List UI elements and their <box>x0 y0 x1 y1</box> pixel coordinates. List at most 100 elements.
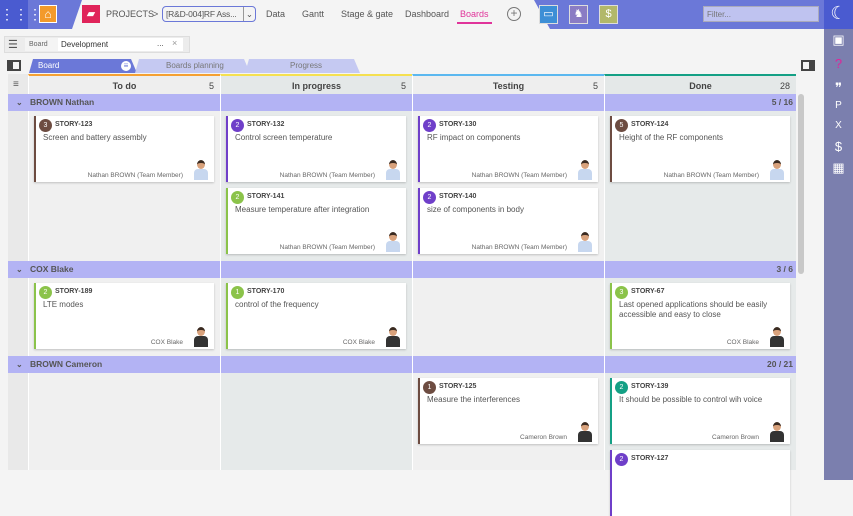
view-tab-progress[interactable] <box>245 59 360 73</box>
powerpoint-icon[interactable]: P <box>835 100 842 111</box>
story-card[interactable]: 3 STORY-67 Last opened applications should… <box>610 283 790 349</box>
vertical-scrollbar[interactable] <box>798 94 804 274</box>
budget-icon[interactable]: $ <box>599 5 618 24</box>
more-button[interactable]: ... <box>157 39 164 48</box>
view-tab-progress-label[interactable]: Progress <box>290 61 323 70</box>
apps-grid-icon[interactable]: ⋮⋮⋮ <box>0 0 42 29</box>
column-header: Done 28 <box>604 74 796 94</box>
clear-button[interactable]: × <box>172 38 178 48</box>
board-value-box[interactable] <box>58 38 183 51</box>
story-card[interactable]: 2 STORY-127 <box>610 450 790 516</box>
story-card[interactable]: 1 STORY-170 control of the frequency COX Bl… <box>226 283 406 349</box>
story-id[interactable]: STORY-139 <box>631 383 669 390</box>
right-sidebar <box>824 0 853 480</box>
avatar-head <box>773 160 781 169</box>
points-badge: 2 <box>231 191 244 204</box>
chevron-down-icon[interactable]: ⌄ <box>16 98 23 107</box>
story-id[interactable]: STORY-124 <box>631 121 669 128</box>
chevron-down-icon[interactable]: ⌄ <box>16 360 23 369</box>
quote-icon[interactable]: ❞ <box>835 80 842 95</box>
swimlane-header[interactable]: ⌄ BROWN Cameron 20 / 21 <box>8 356 796 373</box>
story-id[interactable]: STORY-125 <box>439 383 477 390</box>
breadcrumb-separator: > <box>153 9 159 19</box>
board-value[interactable]: Development <box>61 40 109 49</box>
settings-sliders-icon[interactable]: ☰ <box>8 39 18 51</box>
story-id[interactable]: STORY-123 <box>55 121 93 128</box>
toolbox-icon[interactable]: ▭ <box>539 5 558 24</box>
home-icon[interactable]: ⌂ <box>39 5 57 23</box>
story-id[interactable]: STORY-141 <box>247 193 285 200</box>
story-card[interactable]: 2 STORY-130 RF impact on components Nathan … <box>418 116 598 182</box>
collapse-lanes-icon[interactable]: ≡ <box>13 79 19 90</box>
folder-icon[interactable]: ▰ <box>82 5 100 23</box>
view-tab-boards-planning[interactable] <box>135 59 250 73</box>
story-card[interactable]: 1 STORY-125 Measure the interferences Camer… <box>418 378 598 444</box>
avatar <box>769 422 785 442</box>
tab-data[interactable]: Data <box>266 9 286 19</box>
points-badge: 2 <box>39 286 52 299</box>
tab-stage-gate[interactable]: Stage & gate <box>341 9 394 19</box>
project-select[interactable]: [R&D-004]RF Ass... ⌄ <box>162 6 256 22</box>
help-icon[interactable]: ? <box>834 56 843 71</box>
calendar-icon[interactable]: ▦ <box>832 160 845 175</box>
view-tab-board-label[interactable]: Board <box>38 61 60 70</box>
dollar-icon[interactable]: $ <box>834 139 843 154</box>
assignee-name: COX Blake <box>342 339 375 346</box>
story-card[interactable]: 2 STORY-141 Measure temperature after inte… <box>226 188 406 254</box>
story-card[interactable]: 5 STORY-124 Height of the RF components Nat… <box>610 116 790 182</box>
swimlane-header[interactable]: ⌄ COX Blake 3 / 6 <box>8 261 796 278</box>
avatar-head <box>389 327 397 336</box>
points-badge: 1 <box>423 381 436 394</box>
avatar <box>577 422 593 442</box>
view-tab-board[interactable] <box>29 59 137 73</box>
story-card[interactable]: 3 STORY-123 Screen and battery assembly Nat… <box>34 116 214 182</box>
lane-count: 3 / 6 <box>776 264 793 274</box>
story-id[interactable]: STORY-127 <box>631 455 669 462</box>
assignee-name: COX Blake <box>726 339 759 346</box>
tab-dashboard[interactable]: Dashboard <box>405 9 450 19</box>
points-badge: 2 <box>423 119 436 132</box>
story-id[interactable]: STORY-189 <box>55 288 93 295</box>
avatar-body <box>386 336 400 347</box>
chess-knight-icon[interactable]: ♞ <box>569 5 588 24</box>
lane-divider <box>220 261 221 278</box>
story-title: Height of the RF components <box>619 133 724 142</box>
breadcrumb-projects[interactable]: PROJECTS <box>106 9 155 19</box>
story-id[interactable]: STORY-132 <box>247 121 285 128</box>
save-icon[interactable]: ▣ <box>832 32 845 47</box>
assignee-name: Nathan BROWN (Team Member) <box>471 244 567 251</box>
lane-divider <box>604 261 605 278</box>
panel-toggle-icon[interactable] <box>801 60 815 71</box>
add-tab-icon[interactable]: + <box>507 7 521 21</box>
lane-divider <box>604 94 605 111</box>
story-card[interactable]: 2 STORY-189 LTE modes COX Blake <box>34 283 214 349</box>
filter-input[interactable] <box>703 6 819 22</box>
story-card[interactable]: 2 STORY-132 Control screen temperature Nath… <box>226 116 406 182</box>
story-id[interactable]: STORY-140 <box>439 193 477 200</box>
lane-divider <box>220 94 221 111</box>
lane-divider <box>412 94 413 111</box>
tab-gantt[interactable]: Gantt <box>302 9 325 19</box>
lane-count: 20 / 21 <box>767 359 793 369</box>
points-badge: 3 <box>39 119 52 132</box>
view-tab-boards-planning-label[interactable]: Boards planning <box>166 61 224 70</box>
story-id[interactable]: STORY-170 <box>247 288 285 295</box>
story-id[interactable]: STORY-67 <box>631 288 665 295</box>
excel-icon[interactable]: X <box>835 120 842 131</box>
avatar-head <box>197 160 205 169</box>
nav-area <box>72 0 532 29</box>
points-badge: 5 <box>615 119 628 132</box>
story-card[interactable]: 2 STORY-139 It should be possible to contr… <box>610 378 790 444</box>
moon-logo-icon[interactable]: ☾ <box>824 0 853 29</box>
column-name: In progress <box>291 81 341 91</box>
sidebar-toggle-icon[interactable] <box>7 60 21 71</box>
assignee-name: COX Blake <box>150 339 183 346</box>
board-menu-icon[interactable]: ≡ <box>121 61 131 71</box>
swimlane-header[interactable]: ⌄ BROWN Nathan 5 / 16 <box>8 94 796 111</box>
tab-boards[interactable]: Boards <box>457 0 492 24</box>
avatar <box>769 327 785 347</box>
story-id[interactable]: STORY-130 <box>439 121 477 128</box>
avatar-head <box>581 160 589 169</box>
chevron-down-icon[interactable]: ⌄ <box>16 265 23 274</box>
story-card[interactable]: 2 STORY-140 size of components in body Nath… <box>418 188 598 254</box>
